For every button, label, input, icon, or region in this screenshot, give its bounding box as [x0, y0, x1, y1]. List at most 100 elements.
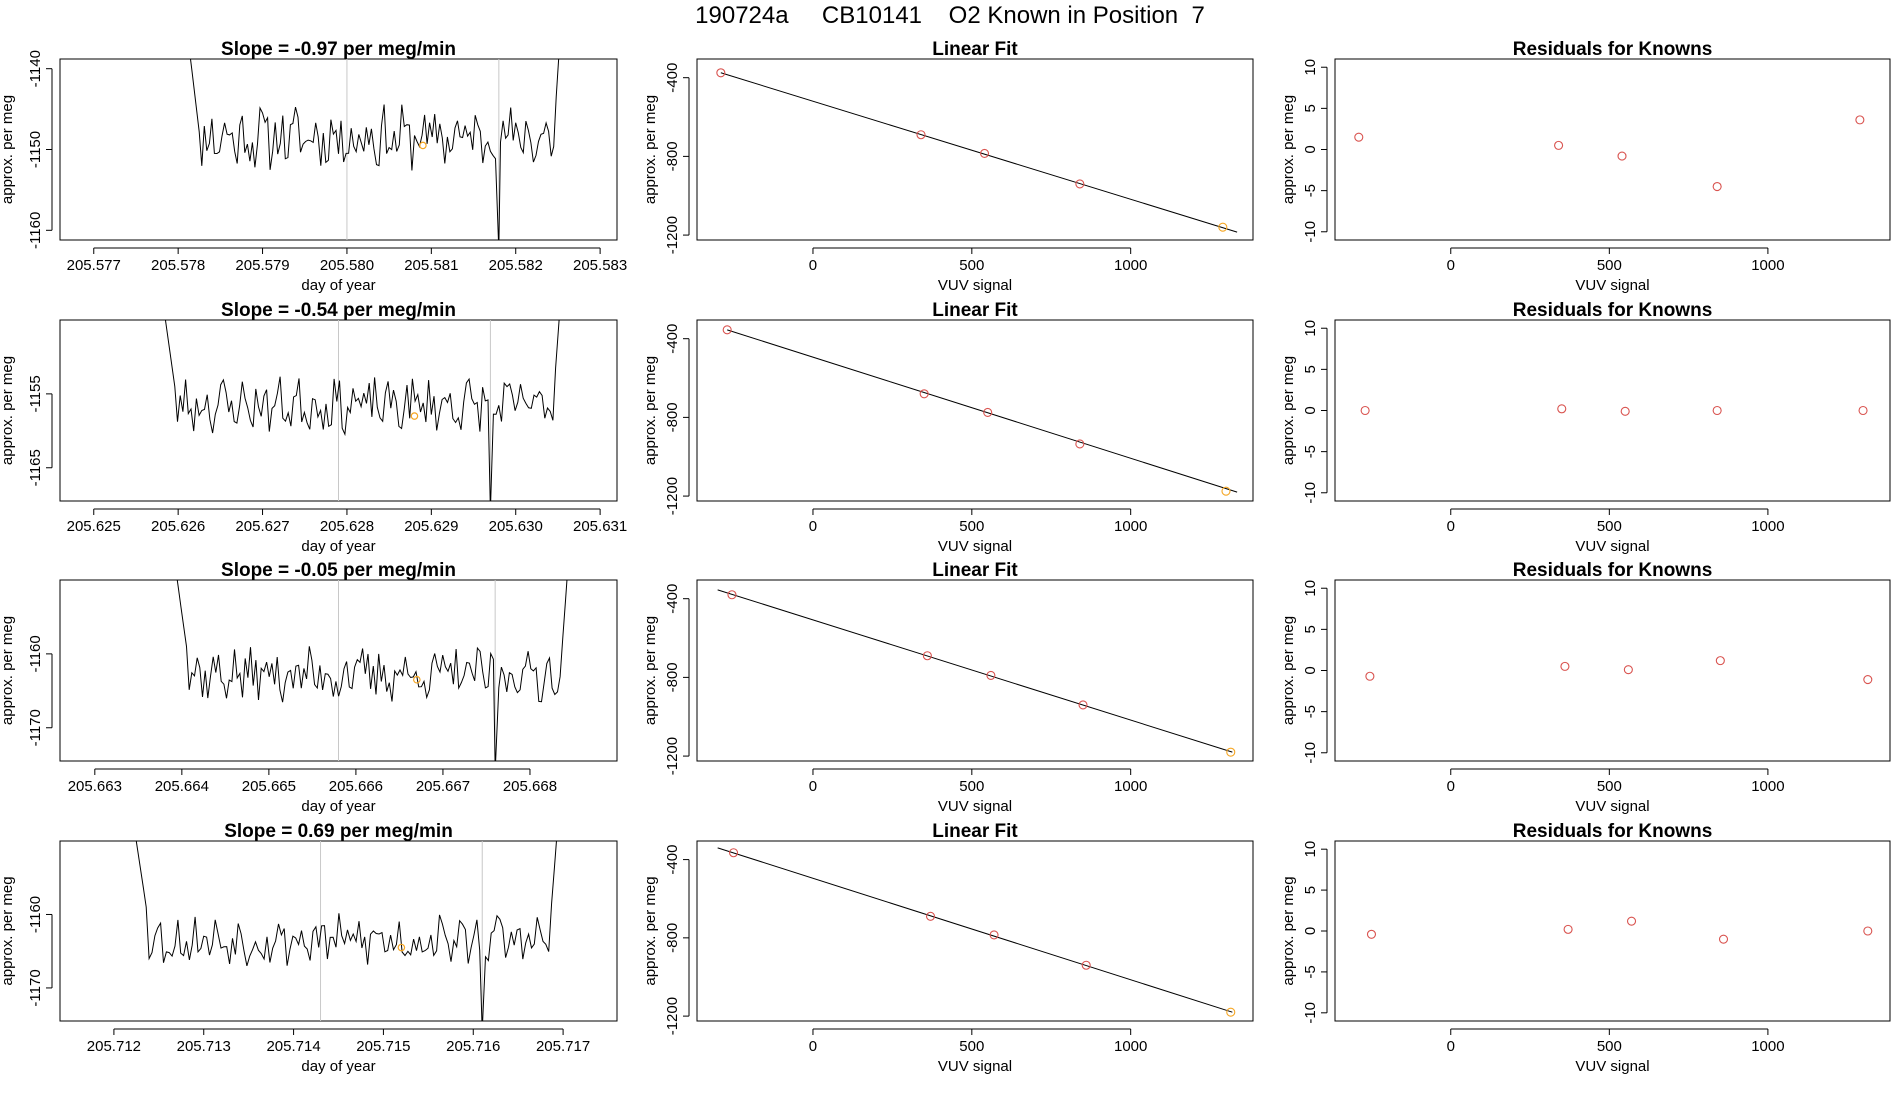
- residual-point: [1557, 404, 1567, 414]
- panel-row4-residuals: Residuals for Knowns 0 500 1000 VUV signal 10…: [1280, 821, 1891, 1075]
- x-tick-label: 500: [959, 518, 984, 535]
- plot-frame: [1334, 840, 1891, 1022]
- plot-frame: [59, 840, 618, 1022]
- panel-title: Slope = -0.54 per meg/min: [221, 300, 456, 321]
- panel-row4-linearfit: Linear Fit 0 500 1000 VUV signal -400 -800 -120…: [642, 821, 1254, 1075]
- time-series-line: [176, 580, 568, 761]
- x-tick-label: 205.579: [235, 257, 289, 274]
- x-axis-label: VUV signal: [938, 277, 1012, 294]
- x-tick-label: 205.630: [489, 518, 543, 535]
- x-tick-label: 1000: [1114, 257, 1147, 274]
- x-tick-label: 205.631: [573, 518, 627, 535]
- known-marker: [397, 943, 406, 952]
- x-tick-label: 205.716: [446, 1038, 500, 1055]
- y-tick-label: -1160: [27, 896, 44, 933]
- y-tick-label: -400: [664, 63, 681, 93]
- y-tick-label: -800: [664, 923, 681, 953]
- x-axis-label: day of year: [301, 277, 375, 294]
- y-tick-label: -800: [664, 402, 681, 432]
- y-tick-label: 10: [1302, 59, 1319, 76]
- residual-point: [1354, 132, 1364, 142]
- x-axis-label: VUV signal: [1575, 798, 1649, 815]
- y-axis-label: approx. per meg: [642, 95, 659, 204]
- x-tick-label: 205.717: [536, 1038, 590, 1055]
- residual-point: [1623, 665, 1633, 675]
- x-tick-label: 205.668: [503, 778, 557, 795]
- fit-point: [983, 407, 993, 418]
- y-tick-label: 5: [1302, 625, 1319, 633]
- y-tick-label: 0: [1302, 145, 1319, 153]
- residual-point: [1620, 406, 1630, 416]
- y-tick-label: 0: [1302, 666, 1319, 674]
- fit-point: [1221, 486, 1231, 496]
- figure-title: 190724a CB10141 O2 Known in Position 7: [695, 2, 1205, 29]
- panel-title: Residuals for Knowns: [1513, 39, 1713, 60]
- y-axis-label: approx. per meg: [642, 356, 659, 465]
- fit-point: [925, 911, 936, 921]
- x-tick-label: 500: [1597, 257, 1622, 274]
- plot-area: [717, 847, 1236, 1017]
- panel-row4-timeseries: Slope = 0.69 per meg/min 205.712 205.713 20…: [0, 821, 618, 1075]
- x-tick-label: 205.583: [573, 257, 627, 274]
- x-axis-label: VUV signal: [1575, 538, 1649, 555]
- x-tick-label: 205.663: [68, 778, 122, 795]
- y-tick-label: -1160: [27, 212, 44, 249]
- x-tick-label: 1000: [1751, 518, 1784, 535]
- x-tick-label: 205.666: [329, 778, 383, 795]
- fit-point: [1078, 700, 1088, 710]
- residual-point: [1626, 916, 1637, 926]
- fit-line: [717, 847, 1233, 1013]
- plot-frame: [696, 58, 1254, 241]
- fit-point: [1226, 1007, 1236, 1017]
- x-tick-label: 0: [1447, 1038, 1455, 1055]
- fit-point: [1226, 747, 1236, 757]
- x-tick-label: 0: [809, 1038, 817, 1055]
- fit-point: [1218, 222, 1228, 232]
- y-tick-label: -400: [664, 324, 681, 354]
- plot-area: [722, 325, 1238, 496]
- fit-point: [989, 930, 999, 940]
- x-tick-label: 205.665: [242, 778, 296, 795]
- y-tick-label: -800: [664, 141, 681, 171]
- x-tick-label: 205.664: [155, 778, 209, 795]
- panel-row1-residuals: Residuals for Knowns 0 500 1000 VUV signal 10…: [1280, 39, 1891, 294]
- x-tick-label: 0: [809, 257, 817, 274]
- panel-title: Linear Fit: [932, 300, 1018, 321]
- y-tick-label: 0: [1302, 406, 1319, 414]
- residual-point: [1863, 674, 1873, 685]
- x-tick-label: 205.712: [87, 1038, 141, 1055]
- y-tick-label: -1140: [27, 50, 44, 87]
- x-axis-label: day of year: [301, 798, 375, 815]
- fit-point: [1075, 179, 1085, 189]
- panel-row2-linearfit: Linear Fit 0 500 1000 VUV signal -400 -800 -120…: [642, 300, 1254, 555]
- panel-title: Linear Fit: [932, 39, 1018, 60]
- x-tick-label: 500: [959, 1038, 984, 1055]
- x-tick-label: 0: [1447, 518, 1455, 535]
- plot-area: [716, 68, 1238, 233]
- fit-point: [919, 389, 929, 399]
- plot-frame: [696, 579, 1254, 762]
- known-marker: [413, 675, 421, 684]
- x-axis-label: VUV signal: [1575, 277, 1649, 294]
- x-tick-label: 205.577: [67, 257, 121, 274]
- plot-area: [135, 841, 557, 1021]
- residual-point: [1560, 661, 1570, 671]
- x-tick-label: 0: [809, 518, 817, 535]
- time-series-line: [189, 59, 560, 240]
- y-axis-label: approx. per meg: [0, 95, 16, 204]
- plot-area: [189, 59, 560, 240]
- panel-row3-linearfit: Linear Fit 0 500 1000 VUV signal -400 -800 -120…: [642, 560, 1254, 815]
- x-tick-label: 205.629: [404, 518, 458, 535]
- y-tick-label: -1170: [27, 969, 44, 1006]
- y-axis-label: approx. per meg: [642, 876, 659, 985]
- plot-area: [1365, 656, 1873, 685]
- y-tick-label: 5: [1302, 104, 1319, 112]
- y-tick-label: 0: [1302, 927, 1319, 935]
- known-marker: [419, 141, 427, 150]
- plot-area: [717, 589, 1236, 757]
- panel-title: Residuals for Knowns: [1513, 300, 1713, 321]
- panel-title: Residuals for Knowns: [1513, 821, 1713, 842]
- x-tick-label: 205.578: [151, 257, 205, 274]
- fit-line: [720, 72, 1238, 233]
